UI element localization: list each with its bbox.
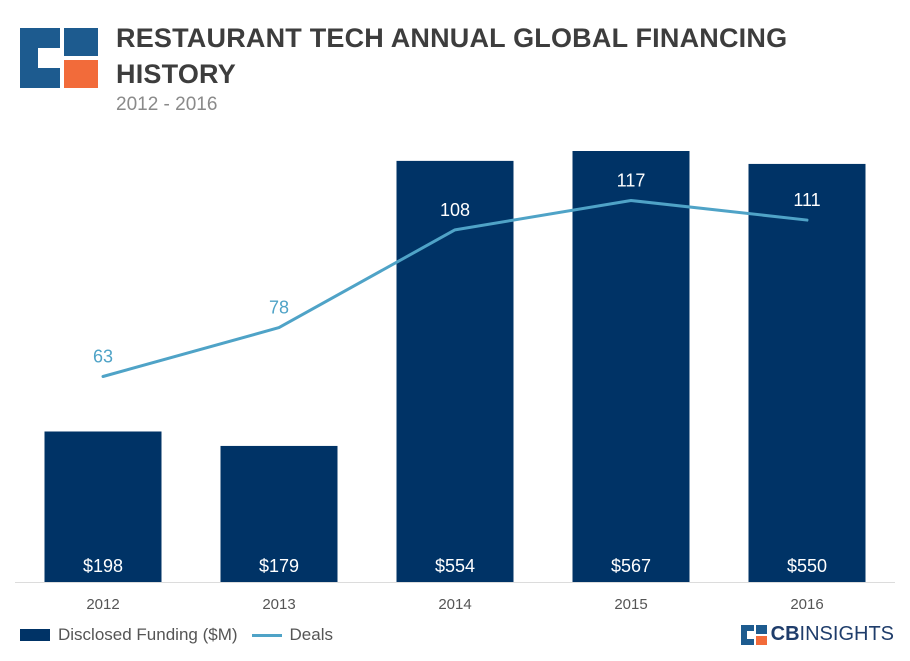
bar-value-label: $554: [435, 556, 475, 576]
x-tick-label: 2016: [790, 596, 823, 613]
x-tick-label: 2012: [86, 596, 119, 613]
chart-title: RESTAURANT TECH ANNUAL GLOBAL FINANCING …: [116, 23, 788, 89]
brand-text-light: INSIGHTS: [799, 623, 894, 645]
x-tick-label: 2014: [438, 596, 471, 613]
bar-2016: [748, 163, 866, 582]
brand-mark: CB INSIGHTS: [740, 623, 894, 646]
x-tick-label: 2015: [614, 596, 647, 613]
legend-label-funding: Disclosed Funding ($M): [58, 625, 238, 644]
deals-line: [101, 199, 809, 378]
logo-block-blue: [64, 28, 98, 56]
bar-2015: [572, 151, 690, 582]
cb-insights-logo: [20, 28, 98, 88]
logo-block-white: [38, 48, 60, 68]
legend-swatch-funding: [20, 629, 50, 641]
deal-value-label: 111: [793, 190, 820, 210]
bar-2013: [220, 445, 338, 582]
legend: Disclosed Funding ($M) Deals: [20, 624, 333, 646]
x-tick-label: 2013: [262, 596, 295, 613]
chart-subtitle: 2012 - 2016: [116, 94, 218, 115]
deal-value-label: 78: [269, 298, 289, 318]
bar-2012: [44, 431, 162, 582]
bar-value-label: $198: [83, 556, 123, 576]
deal-value-label: 108: [440, 200, 470, 220]
bar-value-label: $550: [787, 556, 827, 576]
bar-value-label: $179: [259, 556, 299, 576]
legend-label-deals: Deals: [289, 625, 333, 644]
legend-swatch-deals: [251, 633, 282, 637]
bar-value-label: $567: [611, 556, 651, 576]
deal-value-label: 63: [93, 347, 113, 367]
brand-text-bold: CB: [770, 623, 800, 645]
deal-value-label: 117: [617, 171, 646, 191]
brand-icon: [740, 624, 767, 645]
logo-block-orange: [64, 60, 98, 88]
